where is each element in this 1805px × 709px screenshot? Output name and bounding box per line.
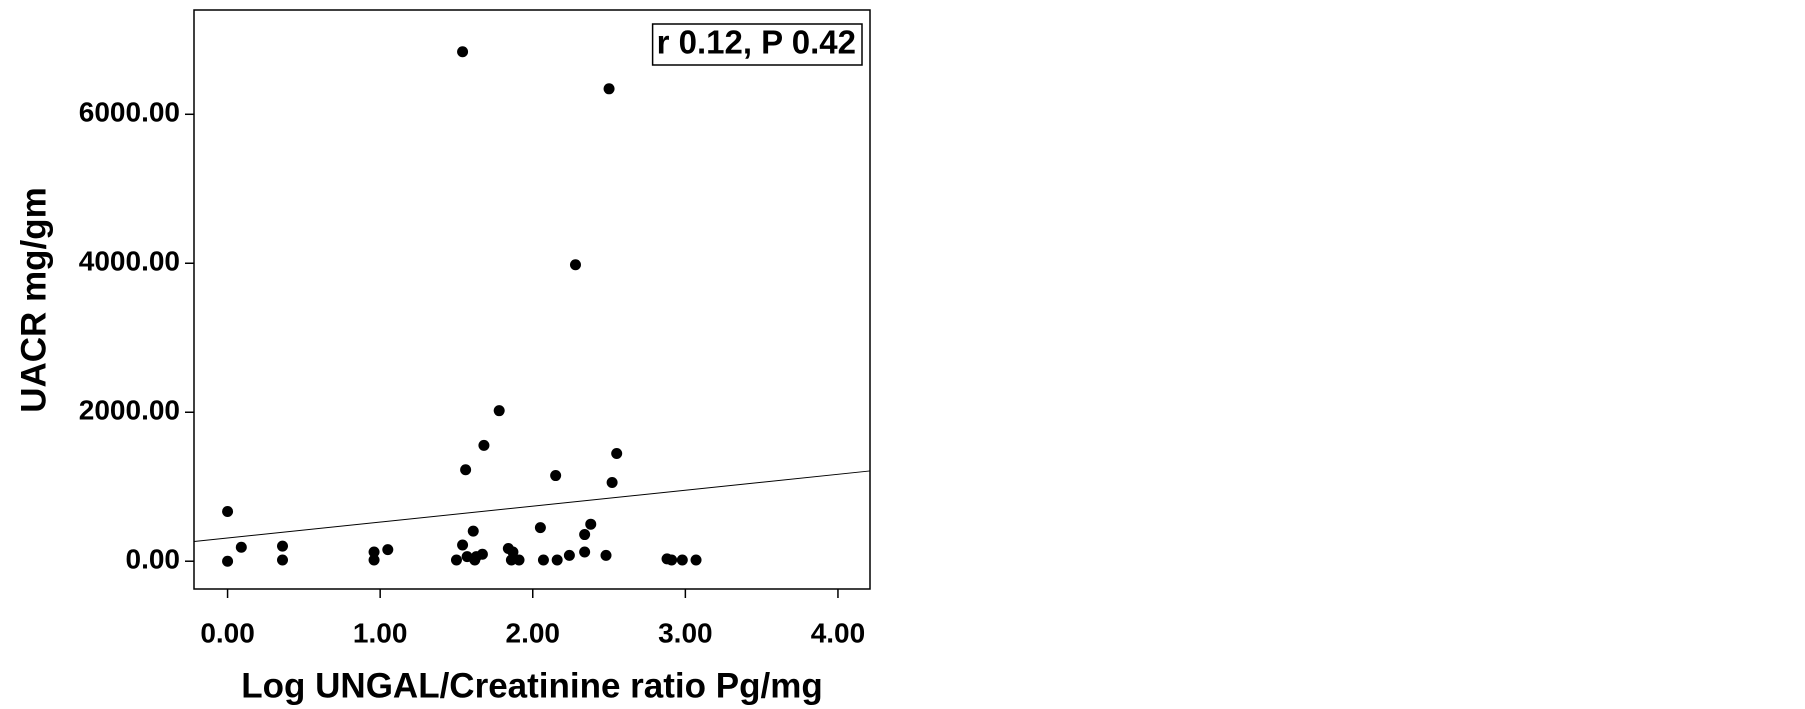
point bbox=[382, 544, 394, 556]
point bbox=[507, 546, 519, 558]
point bbox=[611, 448, 623, 460]
point bbox=[666, 554, 678, 566]
point bbox=[277, 554, 289, 566]
annotation-box bbox=[651, 23, 863, 66]
annotation: r 0.12, P 0.42 bbox=[657, 24, 856, 61]
point bbox=[450, 554, 462, 566]
point bbox=[476, 548, 488, 560]
point bbox=[569, 259, 581, 271]
fit-line bbox=[193, 470, 871, 543]
point bbox=[676, 554, 688, 566]
y-tick-label: 0.00 bbox=[126, 544, 181, 575]
point bbox=[222, 505, 234, 517]
x-axis-title: Log UNGAL/Creatinine ratio Pg/mg bbox=[241, 666, 822, 705]
point bbox=[537, 554, 549, 566]
point bbox=[457, 46, 469, 58]
point bbox=[368, 554, 380, 566]
x-tick-label: 0.00 bbox=[200, 617, 255, 648]
point bbox=[563, 549, 575, 561]
y-tick-label: 6000.00 bbox=[79, 97, 180, 128]
point bbox=[551, 554, 563, 566]
point bbox=[493, 405, 505, 417]
y-tick-label: 2000.00 bbox=[79, 395, 180, 426]
y-tick-label: 4000.00 bbox=[79, 246, 180, 277]
point bbox=[585, 518, 597, 530]
point bbox=[534, 522, 546, 534]
point bbox=[277, 540, 289, 552]
point bbox=[222, 555, 234, 567]
point bbox=[690, 554, 702, 566]
point bbox=[457, 539, 469, 551]
point bbox=[235, 541, 247, 553]
x-tick-label: 1.00 bbox=[353, 617, 408, 648]
point bbox=[579, 529, 591, 541]
point bbox=[603, 83, 615, 95]
point bbox=[579, 546, 591, 558]
x-tick-label: 2.00 bbox=[506, 617, 561, 648]
point bbox=[460, 464, 472, 476]
point bbox=[600, 549, 612, 561]
y-axis-title: UACR mg/gm bbox=[14, 187, 53, 413]
plot-frame bbox=[193, 9, 871, 590]
point bbox=[606, 476, 618, 488]
point bbox=[467, 525, 479, 537]
point bbox=[478, 439, 490, 451]
point bbox=[513, 554, 525, 566]
x-tick-label: 4.00 bbox=[811, 617, 866, 648]
x-tick-label: 3.00 bbox=[658, 617, 713, 648]
point bbox=[368, 546, 380, 558]
point bbox=[550, 470, 562, 482]
